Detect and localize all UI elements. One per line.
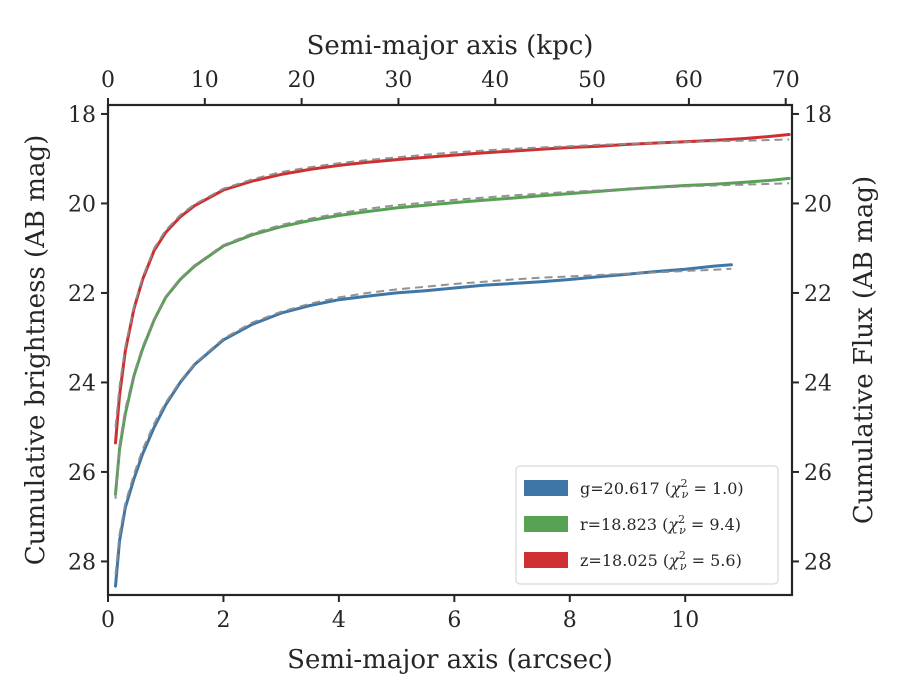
top-x-axis-title: Semi-major axis (kpc) bbox=[307, 31, 594, 61]
top-x-tick-label: 0 bbox=[101, 68, 115, 93]
right-y-tick-label: 22 bbox=[804, 282, 832, 307]
y-tick-label: 24 bbox=[68, 371, 96, 396]
series-line-1 bbox=[114, 176, 791, 496]
model-fit-line-0 bbox=[114, 267, 732, 575]
legend-swatch-1 bbox=[524, 516, 568, 532]
y-tick-label: 18 bbox=[68, 103, 96, 128]
x-tick-label: 4 bbox=[332, 608, 346, 633]
right-y-tick-label: 24 bbox=[804, 371, 832, 396]
top-x-axis: 0 10 20 30 40 50 60 70 bbox=[101, 68, 800, 105]
right-y-tick-label: 20 bbox=[804, 192, 832, 217]
legend-swatch-2 bbox=[524, 552, 568, 568]
model-fit-line-2 bbox=[114, 138, 790, 428]
plot-frame bbox=[106, 103, 794, 597]
top-x-tick-label: 50 bbox=[578, 68, 606, 93]
y-tick-label: 28 bbox=[68, 550, 96, 575]
right-y-axis: 18 20 22 24 26 28 bbox=[792, 103, 832, 575]
legend: g=20.617 (χ2 ν = 1.0) r=18.823 (χ2 ν = 9.4)… bbox=[515, 465, 779, 585]
y-tick-label: 26 bbox=[68, 461, 96, 486]
top-x-tick-label: 40 bbox=[481, 68, 509, 93]
model-fit-line-1 bbox=[114, 182, 790, 499]
legend-box bbox=[515, 465, 779, 585]
right-y-tick-label: 28 bbox=[804, 550, 832, 575]
left-y-axis: 18 20 22 24 26 28 bbox=[68, 103, 108, 575]
x-tick-label: 0 bbox=[101, 608, 115, 633]
top-x-tick-label: 20 bbox=[288, 68, 316, 93]
series-line-0 bbox=[114, 263, 733, 588]
y-tick-label: 20 bbox=[68, 192, 96, 217]
bottom-x-axis: 0 2 4 6 8 10 bbox=[101, 595, 699, 633]
legend-swatch-0 bbox=[524, 480, 568, 496]
x-tick-label: 10 bbox=[671, 608, 699, 633]
x-axis-title: Semi-major axis (arcsec) bbox=[287, 645, 613, 675]
y-axis-title: Cumulative brightness (AB mag) bbox=[21, 135, 51, 566]
x-tick-label: 2 bbox=[216, 608, 230, 633]
x-tick-label: 6 bbox=[447, 608, 461, 633]
legend-label-1: r=18.823 (χ2 ν = 9.4) bbox=[580, 513, 741, 537]
data-curve-layer bbox=[114, 133, 791, 588]
y-tick-label: 22 bbox=[68, 282, 96, 307]
top-x-tick-label: 10 bbox=[191, 68, 219, 93]
top-x-tick-label: 70 bbox=[772, 68, 800, 93]
top-x-tick-label: 30 bbox=[384, 68, 412, 93]
top-x-tick-label: 60 bbox=[675, 68, 703, 93]
right-y-axis-title: Cumulative Flux (AB mag) bbox=[849, 176, 879, 524]
right-y-tick-label: 26 bbox=[804, 461, 832, 486]
right-y-tick-label: 18 bbox=[804, 103, 832, 128]
legend-label-0: g=20.617 (χ2 ν = 1.0) bbox=[580, 477, 744, 501]
legend-label-2: z=18.025 (χ2 ν = 5.6) bbox=[580, 549, 742, 573]
x-tick-label: 8 bbox=[563, 608, 577, 633]
